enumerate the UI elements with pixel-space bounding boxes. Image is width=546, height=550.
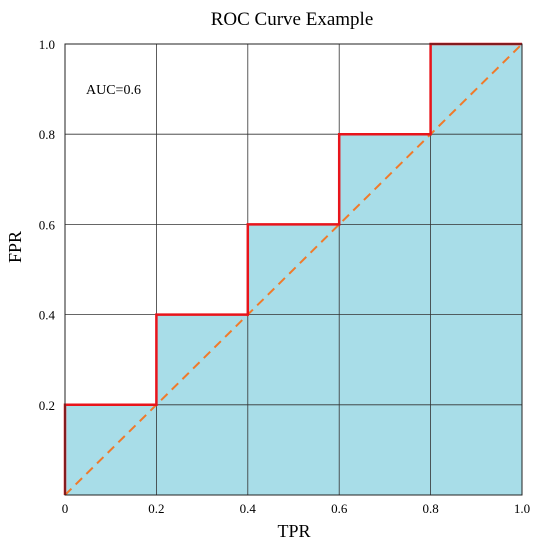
plot-area bbox=[63, 42, 523, 496]
y-tick-label: 0.4 bbox=[39, 308, 56, 323]
plot-border bbox=[64, 43, 523, 496]
grid-lines bbox=[65, 44, 522, 495]
x-tick-label: 0.6 bbox=[331, 501, 348, 516]
x-axis-label: TPR bbox=[277, 521, 310, 541]
x-tick-label: 0.4 bbox=[240, 501, 257, 516]
y-tick-label: 0.2 bbox=[39, 398, 55, 413]
x-tick-label: 0.2 bbox=[148, 501, 164, 516]
diagonal-reference-line bbox=[64, 43, 523, 496]
roc-curve-line bbox=[63, 42, 522, 495]
y-axis-ticks: 0.2 0.4 0.6 0.8 1.0 bbox=[39, 37, 56, 413]
auc-annotation: AUC=0.6 bbox=[86, 83, 141, 98]
y-axis-label: FPR bbox=[5, 231, 25, 263]
x-axis-ticks: 0 0.2 0.4 0.6 0.8 1.0 bbox=[62, 501, 530, 516]
x-tick-label: 0 bbox=[62, 501, 69, 516]
y-tick-label: 1.0 bbox=[39, 37, 55, 52]
y-tick-label: 0.8 bbox=[39, 127, 55, 142]
y-tick-label: 0.6 bbox=[39, 217, 56, 232]
x-tick-label: 1.0 bbox=[514, 501, 530, 516]
chart-title: ROC Curve Example bbox=[211, 9, 374, 30]
x-tick-label: 0.8 bbox=[422, 501, 438, 516]
